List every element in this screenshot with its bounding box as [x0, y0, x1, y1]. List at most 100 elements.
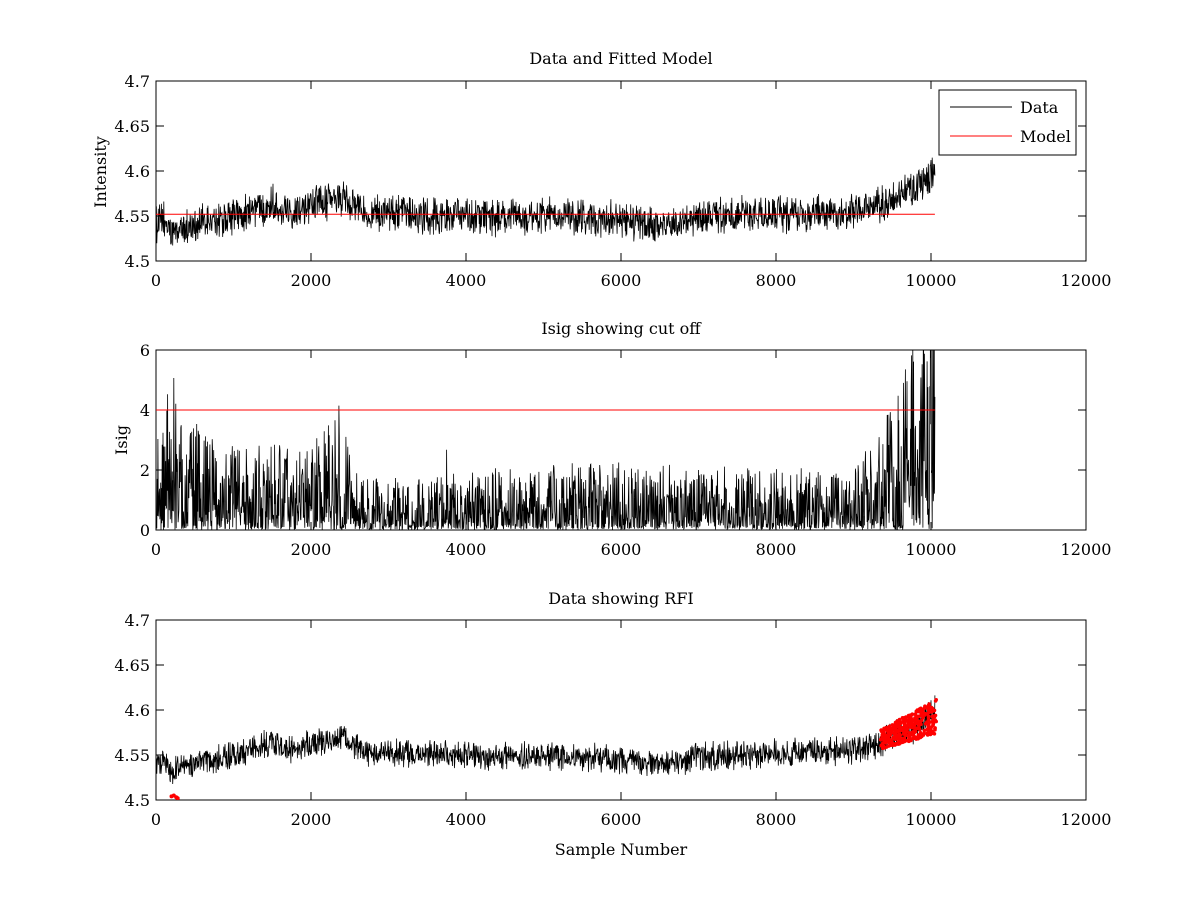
rfi-point: [926, 703, 931, 708]
rfi-point: [932, 714, 937, 719]
legend-label: Model: [1020, 127, 1071, 146]
chart-title: Data showing RFI: [548, 589, 693, 608]
rfi-point: [899, 737, 904, 742]
y-tick-label: 4: [140, 401, 150, 420]
rfi-point: [926, 724, 930, 729]
rfi-point: [919, 722, 923, 727]
rfi-point: [925, 720, 929, 724]
rfi-point: [912, 736, 916, 740]
rfi-point: [888, 738, 892, 742]
rfi-point: [879, 743, 883, 748]
x-tick-label: 10000: [906, 540, 957, 559]
y-tick-label: 4.65: [114, 656, 150, 675]
rfi-point: [886, 744, 891, 748]
x-tick-label: 10000: [906, 271, 957, 290]
rfi-markers: [878, 698, 938, 751]
rfi-point: [930, 707, 935, 711]
plot-area: 0 2000 4000 6000 8000 10000 12000 4.5 4.55 4.6 4.6…: [114, 611, 1111, 829]
plot-area: 0 2000 4000 6000 8000 10000 12000 0 2 4 6: [140, 341, 1112, 559]
rfi-point: [918, 730, 923, 735]
x-tick-label: 8000: [756, 540, 797, 559]
rfi-point: [900, 727, 905, 732]
x-tick-label: 8000: [756, 271, 797, 290]
rfi-point: [897, 742, 901, 746]
rfi-point: [925, 731, 930, 735]
data-series-line: [156, 350, 936, 530]
x-tick-label: 0: [151, 271, 161, 290]
x-axis-label: Sample Number: [555, 840, 688, 859]
y-tick-label: 6: [140, 341, 150, 360]
rfi-point: [902, 718, 906, 722]
rfi-point: [912, 722, 916, 726]
x-tick-label: 6000: [601, 810, 642, 829]
rfi-point: [925, 712, 930, 716]
rfi-point: [887, 724, 892, 729]
x-tick-label: 10000: [906, 810, 957, 829]
legend: Data Model: [938, 89, 1077, 156]
x-tick-label: 0: [151, 540, 161, 559]
rfi-point: [921, 714, 925, 718]
series-group: [156, 695, 938, 800]
rfi-point: [926, 716, 931, 720]
y-tick-label: 2: [140, 461, 150, 480]
y-tick-label: 4.55: [114, 746, 150, 765]
rfi-point: [906, 715, 911, 719]
y-tick-label: 0: [140, 521, 150, 540]
rfi-markers: [169, 793, 180, 800]
x-tick-label: 8000: [756, 810, 797, 829]
x-tick-label: 2000: [291, 810, 332, 829]
x-tick-label: 12000: [1061, 810, 1112, 829]
rfi-point: [902, 722, 907, 727]
x-tick-label: 2000: [291, 271, 332, 290]
rfi-point: [932, 732, 937, 736]
rfi-point: [894, 720, 898, 725]
rfi-point: [878, 737, 883, 742]
panel-isig-cut-off: Isig showing cut off Isig 0 2000 4000 6000 8…: [112, 319, 1112, 559]
rfi-point: [897, 732, 902, 737]
rfi-point: [907, 734, 911, 739]
rfi-point: [916, 714, 921, 719]
rfi-point: [906, 718, 911, 722]
rfi-point: [917, 719, 922, 724]
rfi-point: [908, 731, 912, 736]
rfi-point: [913, 716, 917, 720]
rfi-point: [921, 733, 926, 737]
panel-data-showing-rfi: Data showing RFI Sample Number 0 2000 4000…: [114, 589, 1111, 859]
rfi-point: [879, 729, 884, 734]
x-tick-label: 4000: [446, 540, 487, 559]
rfi-point: [893, 728, 897, 732]
y-tick-label: 4.7: [125, 72, 150, 91]
rfi-point: [905, 738, 910, 743]
rfi-point: [882, 734, 886, 739]
rfi-point: [908, 725, 913, 729]
series-group: [156, 350, 936, 530]
x-tick-label: 12000: [1061, 540, 1112, 559]
chart-title: Isig showing cut off: [541, 319, 702, 338]
legend-box: [938, 89, 1077, 156]
data-series-line: [156, 157, 936, 246]
rfi-point: [892, 732, 897, 737]
rfi-point: [887, 733, 891, 738]
rfi-point: [920, 708, 924, 713]
rfi-point: [897, 719, 902, 724]
rfi-point: [933, 699, 938, 703]
rfi-point: [913, 712, 918, 716]
y-tick-label: 4.55: [114, 207, 150, 226]
rfi-point: [894, 742, 898, 746]
rfi-point: [909, 738, 913, 743]
rfi-point: [910, 712, 915, 716]
rfi-point: [175, 796, 180, 800]
rfi-point: [915, 708, 920, 712]
rfi-point: [922, 728, 927, 733]
panel-data-fitted-model: Data and Fitted Model Intensity 0 2000 400…: [91, 49, 1111, 290]
rfi-point: [929, 710, 934, 714]
rfi-point: [916, 736, 921, 740]
x-tick-label: 2000: [291, 540, 332, 559]
y-tick-label: 4.6: [125, 162, 150, 181]
chart-title: Data and Fitted Model: [529, 49, 712, 68]
rfi-point: [905, 727, 910, 731]
plot-area: 0 2000 4000 6000 8000 10000 12000 4.5 4.55 4.6 4.6…: [114, 72, 1111, 290]
rfi-point: [928, 720, 932, 724]
rfi-point: [933, 718, 937, 722]
